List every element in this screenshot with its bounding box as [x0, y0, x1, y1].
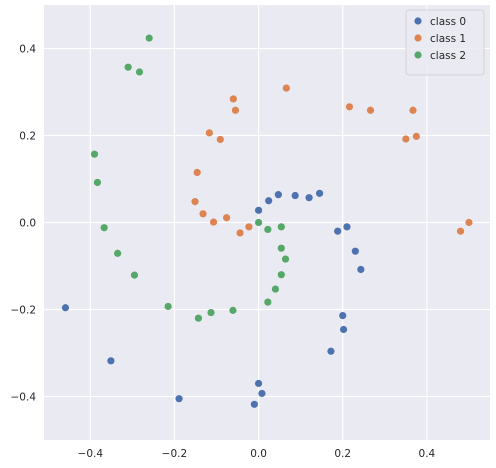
- data-points: [61, 34, 473, 408]
- data-point: [277, 271, 285, 279]
- data-point: [193, 168, 201, 177]
- x-tick-label: 0.0: [250, 448, 267, 460]
- data-point: [135, 68, 144, 76]
- y-tick-label: 0.0: [19, 218, 36, 230]
- data-point: [145, 34, 153, 42]
- x-tick-label: −0.4: [78, 448, 104, 460]
- data-point: [265, 197, 273, 205]
- data-point: [334, 227, 342, 235]
- data-point: [465, 218, 473, 227]
- data-point: [229, 306, 237, 314]
- data-point: [456, 227, 465, 235]
- data-point: [124, 63, 132, 71]
- series-class-2: [90, 34, 290, 322]
- data-point: [281, 255, 290, 263]
- data-point: [229, 95, 237, 103]
- data-point: [264, 225, 272, 234]
- data-point: [291, 191, 299, 200]
- data-point: [209, 218, 218, 226]
- data-point: [61, 304, 70, 312]
- data-point: [402, 135, 410, 143]
- legend-marker: [414, 51, 422, 59]
- data-point: [258, 389, 266, 398]
- data-point: [264, 298, 272, 306]
- data-point: [366, 106, 375, 114]
- data-point: [305, 194, 313, 202]
- data-point: [245, 223, 253, 231]
- data-point: [164, 302, 172, 311]
- y-tick-label: −0.4: [11, 392, 37, 404]
- data-point: [345, 103, 354, 111]
- series-class-1: [191, 84, 473, 237]
- data-point: [315, 189, 324, 197]
- data-point: [93, 178, 102, 187]
- y-tick-label: 0.2: [19, 131, 36, 143]
- data-point: [114, 249, 122, 257]
- data-point: [277, 223, 285, 231]
- data-point: [130, 271, 139, 279]
- data-point: [412, 132, 420, 140]
- data-point: [194, 314, 203, 322]
- data-point: [207, 308, 215, 317]
- data-point: [254, 218, 263, 227]
- data-point: [254, 206, 263, 214]
- data-point: [216, 135, 224, 144]
- x-tick-label: 0.2: [334, 448, 351, 460]
- data-point: [250, 400, 258, 408]
- y-tick-label: 0.4: [19, 44, 36, 56]
- data-point: [282, 84, 290, 92]
- legend-label: class 1: [430, 33, 466, 45]
- data-point: [271, 285, 280, 293]
- data-point: [90, 150, 99, 158]
- data-point: [254, 379, 263, 388]
- data-point: [231, 106, 240, 114]
- data-point: [327, 347, 335, 355]
- data-point: [199, 210, 207, 218]
- data-point: [339, 311, 347, 320]
- data-point: [205, 129, 213, 137]
- legend-marker: [414, 34, 422, 42]
- legend-box: [405, 9, 485, 76]
- data-point: [274, 191, 282, 199]
- series-class-0: [61, 189, 365, 408]
- data-point: [343, 223, 351, 231]
- x-tick-label: −0.2: [162, 448, 188, 460]
- x-tick-label: 0.4: [419, 448, 436, 460]
- data-point: [357, 265, 365, 274]
- data-point: [100, 224, 108, 232]
- y-tick-label: −0.2: [11, 305, 37, 317]
- tick-labels: −0.4 −0.2 0.0 0.2 0.4 −0.4 −0.2 0.0 0.2 0.4: [11, 44, 436, 461]
- legend-marker: [414, 17, 422, 25]
- data-point: [175, 395, 183, 403]
- legend: class 0 class 1 class 2: [405, 9, 485, 76]
- legend-label: class 0: [430, 16, 466, 28]
- data-point: [223, 214, 231, 222]
- data-point: [351, 247, 359, 255]
- data-point: [191, 198, 199, 206]
- legend-label: class 2: [430, 50, 466, 62]
- data-point: [236, 229, 244, 237]
- data-point: [277, 244, 285, 252]
- data-point: [339, 325, 348, 334]
- data-point: [409, 106, 417, 114]
- data-point: [107, 357, 115, 365]
